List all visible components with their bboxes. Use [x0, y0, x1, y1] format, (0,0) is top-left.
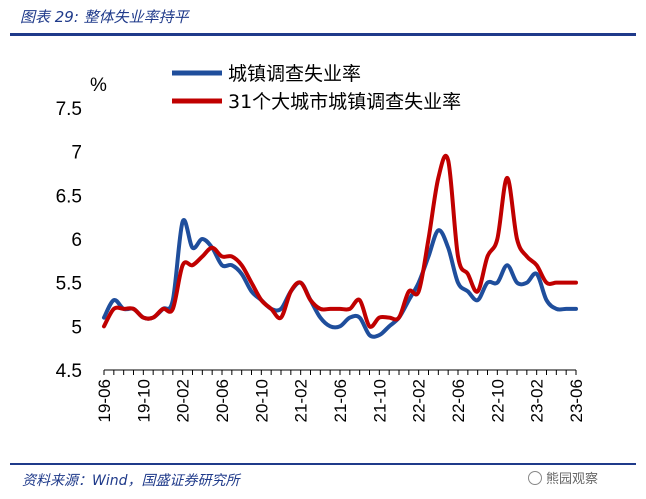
- watermark: 熊园观察: [528, 468, 598, 487]
- x-tick-label: 20-06: [213, 379, 232, 422]
- x-tick-label: 21-10: [370, 379, 389, 422]
- x-tick-label: 21-06: [331, 379, 350, 422]
- y-tick-label: 5.5: [56, 274, 82, 295]
- x-tick-label: 19-06: [95, 379, 114, 422]
- top-rule: [10, 33, 636, 36]
- axes-group: % 4.5 5 5.5 6 6.5 7 7.5 19-06 19-10 20-02 20-06 20-1…: [56, 75, 586, 422]
- y-tick-label: 6.5: [56, 186, 82, 207]
- x-tick-label: 23-06: [567, 379, 586, 422]
- x-tick-label: 22-10: [488, 379, 507, 422]
- x-tick-label: 22-02: [410, 379, 429, 422]
- y-tick-label: 4.5: [56, 361, 82, 382]
- series-line-31-cities-unemployment: [102, 153, 578, 329]
- x-tick-label: 22-06: [449, 379, 468, 422]
- source-note: 资料来源：Wind，国盛证券研究所: [22, 473, 240, 489]
- legend-label: 31个大城市城镇调查失业率: [228, 91, 461, 113]
- y-tick-label: 7.5: [56, 99, 82, 120]
- watermark-text: 熊园观察: [546, 472, 599, 487]
- x-tick-label: 20-10: [252, 379, 271, 422]
- legend-label: 城镇调查失业率: [228, 63, 361, 85]
- figure-title: 图表 29: 整体失业率持平: [20, 8, 189, 26]
- wechat-icon: [528, 470, 542, 485]
- x-tick-label: 21-02: [292, 379, 311, 422]
- x-tick-label: 23-02: [528, 379, 547, 422]
- y-tick-label: 7: [71, 143, 82, 164]
- y-tick-label: 5: [71, 317, 82, 338]
- legend: 城镇调查失业率 31个大城市城镇调查失业率: [172, 63, 461, 113]
- bottom-rule: [10, 463, 636, 465]
- y-tick-label: 6: [71, 230, 82, 251]
- series-line-urban-unemployment: [102, 218, 578, 339]
- x-tick-label: 20-02: [174, 379, 193, 422]
- y-axis-label: %: [90, 75, 107, 96]
- x-tick-label: 19-10: [134, 379, 153, 422]
- series-group: [102, 153, 578, 339]
